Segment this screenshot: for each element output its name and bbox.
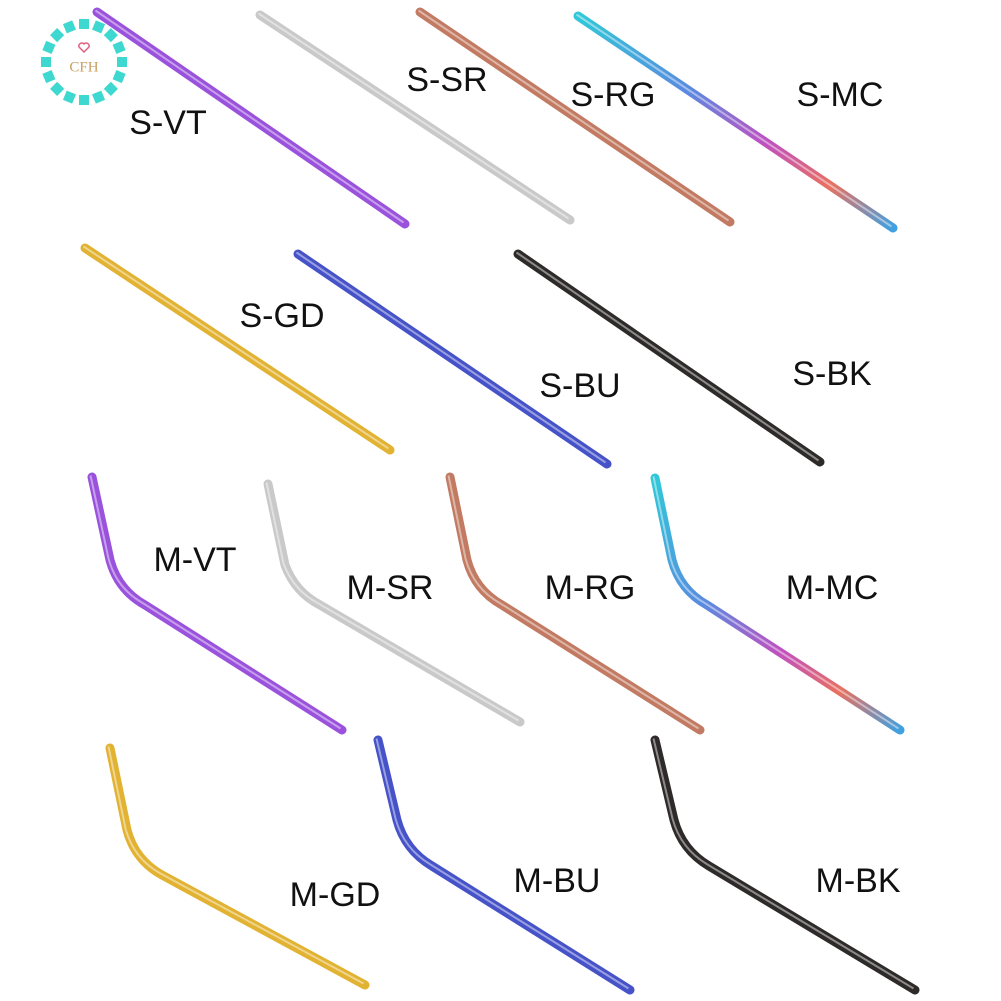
straw-label: S-GD xyxy=(240,297,325,335)
straw-label: S-MC xyxy=(797,76,884,114)
logo-dot xyxy=(42,40,56,54)
straw-highlight xyxy=(89,475,342,730)
straw-highlight xyxy=(82,245,390,450)
straw-label: M-RG xyxy=(545,569,636,607)
logo-dot xyxy=(62,90,76,104)
straw xyxy=(573,11,898,233)
straw-highlight xyxy=(265,482,520,722)
straw xyxy=(650,735,920,995)
straw-highlight xyxy=(447,475,700,730)
straw xyxy=(650,473,905,735)
straw-highlight xyxy=(417,9,730,222)
logo-dot xyxy=(92,90,106,104)
straw-highlight xyxy=(652,476,900,730)
logo-dot xyxy=(50,28,65,43)
straw-label: S-VT xyxy=(129,104,206,142)
straw-label: M-VT xyxy=(153,541,236,579)
straw xyxy=(415,7,735,227)
straw-highlight xyxy=(257,12,570,220)
straw xyxy=(293,249,612,469)
straw-label: M-MC xyxy=(786,569,879,607)
logo-dot xyxy=(41,57,51,67)
logo-dot xyxy=(79,95,89,105)
logo-dot xyxy=(50,81,65,96)
logo-dot xyxy=(92,20,106,34)
logo-dot xyxy=(42,70,56,84)
straw-highlight xyxy=(94,9,405,224)
straw-label: S-BK xyxy=(792,355,872,393)
straw-label: S-SR xyxy=(406,61,487,99)
straw xyxy=(263,479,525,727)
logo-dot xyxy=(112,70,126,84)
straw xyxy=(513,249,825,467)
logo-dot xyxy=(79,19,89,29)
straw-highlight xyxy=(652,738,915,990)
straw-highlight xyxy=(515,251,820,462)
logo-dot xyxy=(62,20,76,34)
straw-highlight xyxy=(295,251,607,464)
logo-text: CFH xyxy=(69,59,98,75)
straw-highlight xyxy=(575,13,893,228)
straw xyxy=(373,735,635,995)
straw-label: M-SR xyxy=(347,569,434,607)
straw-label: M-BU xyxy=(514,862,601,900)
straw xyxy=(87,472,347,735)
straw xyxy=(105,743,370,990)
straw xyxy=(255,10,575,225)
straw xyxy=(445,472,705,735)
straw xyxy=(92,7,410,229)
logo-heart xyxy=(78,42,90,54)
straw-label: S-BU xyxy=(539,367,620,405)
straw xyxy=(80,243,395,455)
straw-label: M-GD xyxy=(290,876,381,914)
straw-label: M-BK xyxy=(816,862,901,900)
logo-dot xyxy=(112,40,126,54)
logo xyxy=(41,19,127,105)
straw-highlight xyxy=(107,746,364,985)
logo-dot xyxy=(117,57,127,67)
straw-label: S-RG xyxy=(571,76,656,114)
straw-highlight xyxy=(375,738,630,990)
logo-dot xyxy=(103,81,118,96)
